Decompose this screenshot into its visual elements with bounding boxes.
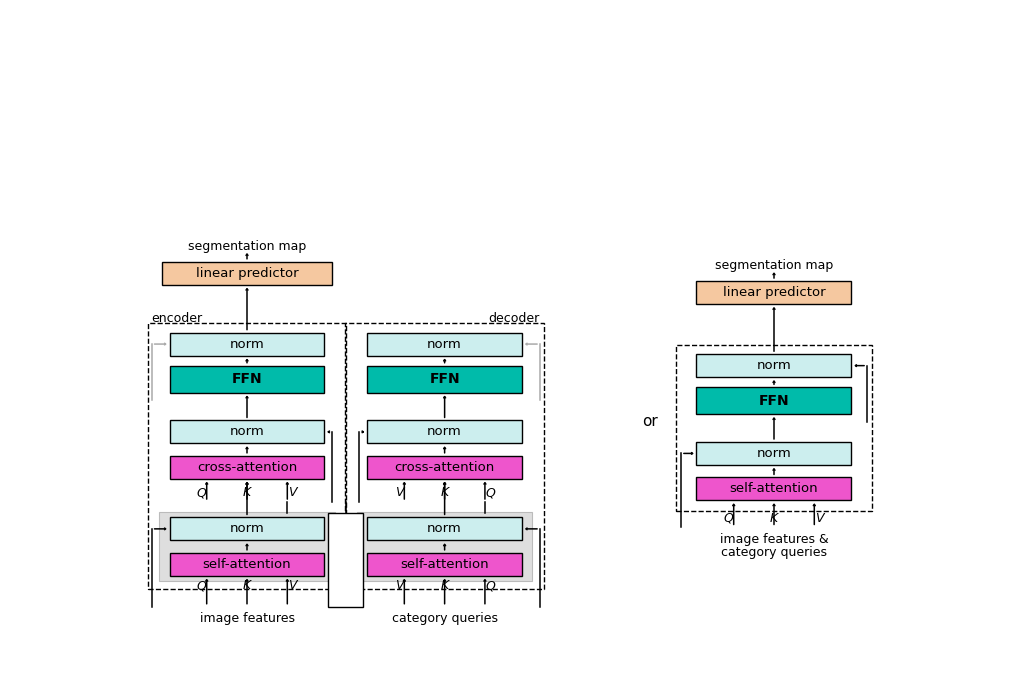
Text: image features &: image features & (720, 533, 828, 546)
Text: segmentation map: segmentation map (715, 259, 833, 272)
Text: linear predictor: linear predictor (196, 266, 298, 280)
Text: self-attention: self-attention (203, 558, 291, 571)
Text: or: or (642, 414, 658, 428)
Text: K: K (441, 579, 449, 592)
Text: segmentation map: segmentation map (188, 240, 307, 253)
Text: norm: norm (229, 426, 264, 438)
Text: Q: Q (485, 579, 495, 592)
Bar (676, 345, 872, 511)
Text: K: K (243, 486, 251, 499)
Bar (367, 553, 522, 576)
Bar (170, 553, 325, 576)
Text: FFN: FFN (758, 394, 790, 408)
Bar (170, 518, 325, 540)
Text: self-attention: self-attention (730, 482, 818, 495)
Text: linear predictor: linear predictor (723, 286, 825, 299)
Bar (696, 442, 852, 465)
Text: Q: Q (196, 579, 206, 592)
Bar (367, 333, 522, 356)
Bar (170, 333, 325, 356)
Text: cross-attention: cross-attention (395, 461, 494, 474)
Text: decoder: decoder (488, 312, 540, 325)
Text: V: V (288, 486, 297, 499)
Text: Q: Q (724, 511, 733, 525)
Text: category queries: category queries (721, 546, 827, 559)
Text: norm: norm (427, 338, 462, 351)
Bar (345, 323, 544, 589)
Bar (367, 420, 522, 444)
Bar (159, 512, 335, 581)
Text: FFN: FFN (429, 372, 460, 386)
Text: K: K (769, 511, 779, 525)
Bar (329, 513, 363, 607)
Bar (170, 456, 325, 479)
Bar (696, 388, 852, 414)
Text: V: V (395, 486, 403, 499)
Text: norm: norm (229, 338, 264, 351)
Bar (357, 512, 532, 581)
Text: norm: norm (229, 522, 264, 536)
Bar (367, 365, 522, 392)
Bar (170, 365, 325, 392)
Text: image features: image features (200, 612, 294, 626)
Text: norm: norm (427, 426, 462, 438)
Text: FFN: FFN (231, 372, 262, 386)
Bar (161, 262, 332, 285)
Text: norm: norm (427, 522, 462, 536)
Text: self-attention: self-attention (400, 558, 489, 571)
Text: K: K (243, 579, 251, 592)
Text: K: K (441, 486, 449, 499)
Text: V: V (395, 579, 403, 592)
Text: V: V (288, 579, 297, 592)
Text: Q: Q (485, 486, 495, 499)
Bar (148, 323, 346, 589)
Text: Q: Q (196, 486, 206, 499)
Text: cross-attention: cross-attention (197, 461, 297, 474)
Text: encoder: encoder (151, 312, 203, 325)
Bar (696, 281, 852, 304)
Bar (367, 456, 522, 479)
Bar (367, 518, 522, 540)
Bar (170, 420, 325, 444)
Text: V: V (815, 511, 824, 525)
Bar (696, 354, 852, 377)
Text: norm: norm (756, 359, 792, 372)
Bar (696, 477, 852, 500)
Text: category queries: category queries (392, 612, 497, 626)
Text: norm: norm (756, 447, 792, 460)
